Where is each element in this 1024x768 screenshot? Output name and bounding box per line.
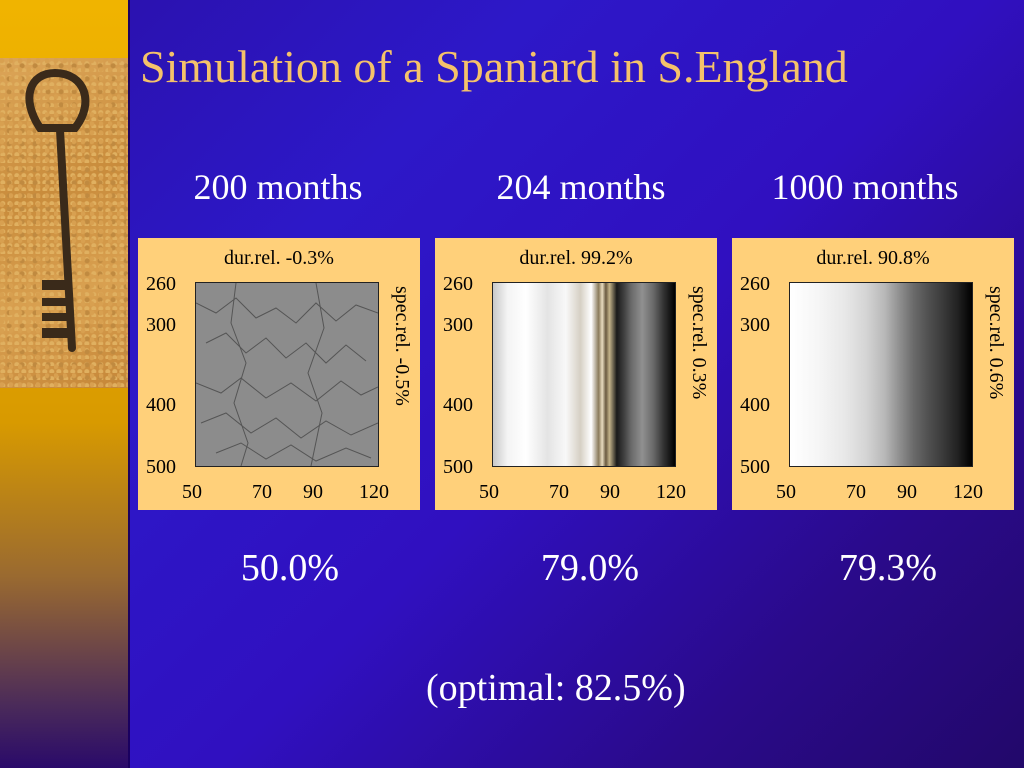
- y-tick-label: 300: [146, 314, 176, 336]
- x-tick-label: 120: [953, 481, 983, 503]
- slide-title: Simulation of a Spaniard in S.England: [140, 41, 848, 92]
- dur-rel-label: dur.rel. 90.8%: [816, 247, 930, 269]
- key-photo: [0, 58, 128, 388]
- x-tick-label: 90: [897, 481, 917, 503]
- y-tick-label: 260: [443, 273, 473, 295]
- contour-plot: [195, 282, 379, 467]
- dur-rel-label: dur.rel. -0.3%: [224, 247, 334, 269]
- spec-rel-label: spec.rel. 0.3%: [688, 286, 710, 400]
- contour-plot: [789, 282, 973, 467]
- column-label-2: 204 months: [496, 167, 666, 207]
- column-label-1: 200 months: [193, 167, 363, 207]
- spec-rel-label: spec.rel. 0.6%: [985, 286, 1007, 400]
- result-percent-3: 79.3%: [838, 547, 938, 589]
- result-percent-1: 50.0%: [240, 547, 340, 589]
- x-tick-label: 120: [656, 481, 686, 503]
- y-tick-label: 500: [443, 456, 473, 478]
- y-tick-label: 260: [740, 273, 770, 295]
- x-tick-label: 50: [182, 481, 202, 503]
- x-tick-label: 120: [359, 481, 389, 503]
- sidebar: [0, 0, 128, 768]
- x-tick-label: 70: [252, 481, 272, 503]
- contour-panel-2: dur.rel. 99.2% 260 300 400 500 50 70 90 …: [435, 238, 717, 510]
- y-tick-label: 260: [146, 273, 176, 295]
- contour-panel-1: dur.rel. -0.3% 260 300 400 500 50 70 90 …: [138, 238, 420, 510]
- antique-key-icon: [25, 68, 90, 352]
- spec-rel-label: spec.rel. -0.5%: [391, 286, 413, 406]
- sidebar-divider: [128, 0, 130, 768]
- x-tick-label: 50: [479, 481, 499, 503]
- column-label-3: 1000 months: [771, 167, 959, 207]
- y-tick-label: 500: [740, 456, 770, 478]
- x-tick-label: 70: [846, 481, 866, 503]
- dur-rel-label: dur.rel. 99.2%: [519, 247, 633, 269]
- y-tick-label: 300: [443, 314, 473, 336]
- y-tick-label: 400: [146, 394, 176, 416]
- contour-lines: [196, 283, 378, 466]
- x-tick-label: 50: [776, 481, 796, 503]
- y-tick-label: 400: [443, 394, 473, 416]
- y-tick-label: 500: [146, 456, 176, 478]
- x-tick-label: 90: [303, 481, 323, 503]
- y-tick-label: 400: [740, 394, 770, 416]
- result-percent-2: 79.0%: [540, 547, 640, 589]
- y-tick-label: 300: [740, 314, 770, 336]
- x-tick-label: 70: [549, 481, 569, 503]
- x-tick-label: 90: [600, 481, 620, 503]
- optimal-note: (optimal: 82.5%): [426, 667, 686, 709]
- contour-plot: [492, 282, 676, 467]
- contour-panel-3: dur.rel. 90.8% 260 300 400 500 50 70 90 …: [732, 238, 1014, 510]
